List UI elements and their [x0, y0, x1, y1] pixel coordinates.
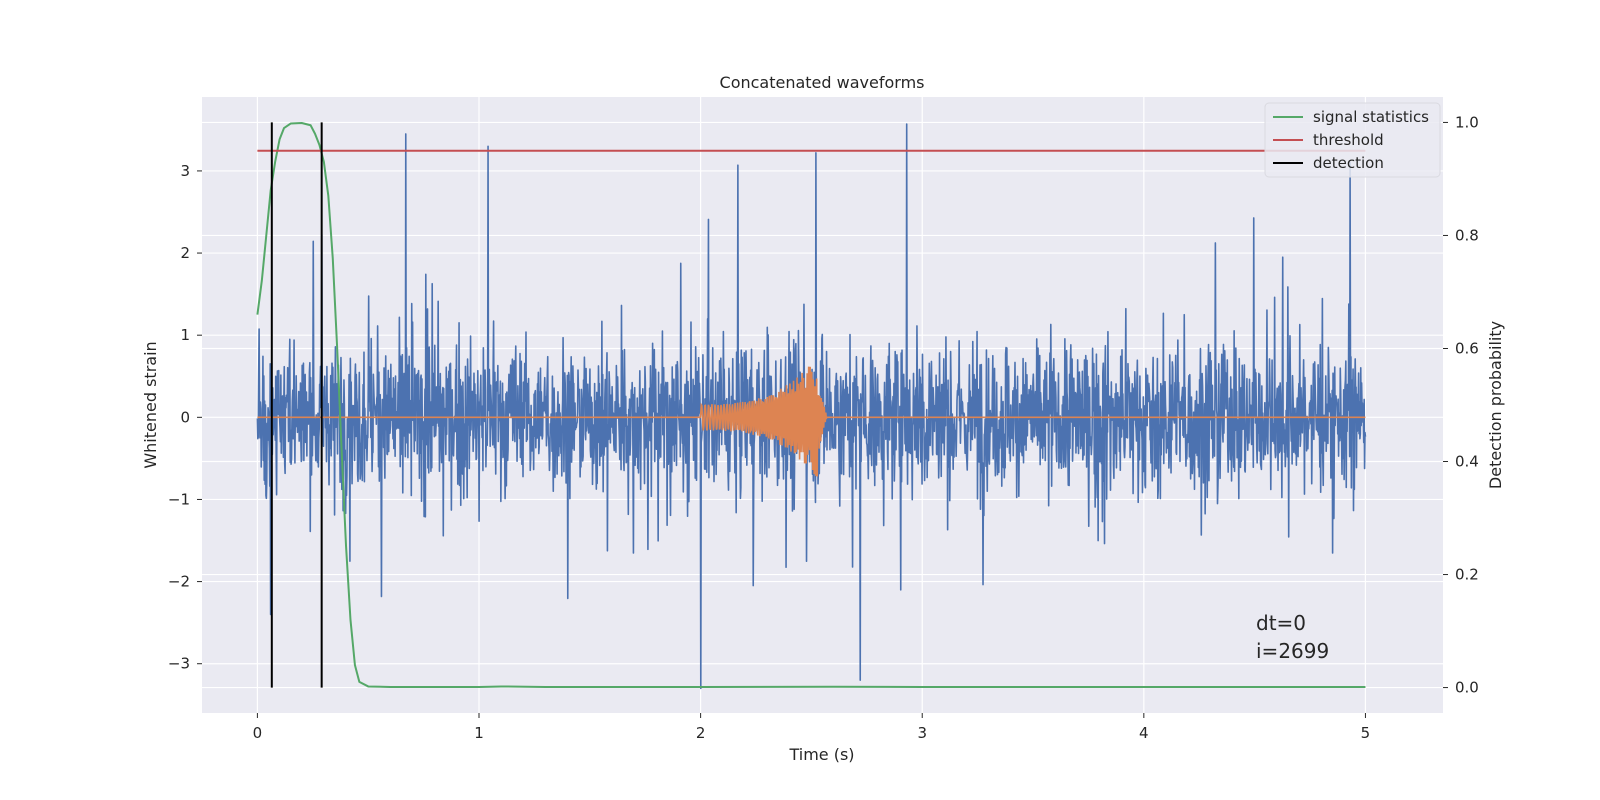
y-left-tick-label: 0: [180, 408, 190, 426]
y-left-tick-label: −2: [168, 573, 190, 591]
y-left-tick-label: 1: [180, 326, 190, 344]
ticks: 0 1 2 3 4 5 −3 −2 −1 0 1 2 3 0.0 0.2 0.4 0.6 0.8 1.0: [168, 113, 1479, 742]
y-left-tick-label: 3: [180, 162, 190, 180]
legend-box: [1264, 102, 1441, 178]
x-axis-label: Time (s): [788, 745, 854, 764]
legend-label-0: signal statistics: [1313, 108, 1429, 126]
x-tick-label: 0: [253, 724, 263, 742]
signal-statistics-line: [256, 122, 1366, 688]
y-left-tick-label: −1: [168, 490, 190, 508]
y-right-tick-label: 1.0: [1455, 113, 1479, 131]
y-right-tick-label: 0.8: [1455, 226, 1479, 244]
y-left-tick-label: −3: [168, 655, 190, 673]
x-tick-label: 1: [474, 724, 484, 742]
y-right-tick-label: 0.2: [1455, 566, 1479, 584]
y-right-tick-label: 0.6: [1455, 339, 1479, 357]
plot-area: [256, 122, 1367, 690]
x-tick-label: 3: [917, 724, 927, 742]
probability-series: [256, 122, 1366, 688]
x-tick-label: 5: [1361, 724, 1371, 742]
x-tick-label: 4: [1139, 724, 1149, 742]
legend-label-1: threshold: [1313, 131, 1384, 149]
chirp-series: [257, 366, 1366, 477]
annotation-dt: dt=0: [1256, 611, 1306, 635]
legend: signal statistics threshold detection: [1264, 102, 1441, 178]
annotation-index: i=2699: [1256, 639, 1329, 663]
chirp-line: [257, 366, 1366, 477]
y-right-tick-label: 0.0: [1455, 679, 1479, 697]
legend-label-2: detection: [1313, 154, 1384, 172]
y-axis-label-left: Whitened strain: [141, 341, 160, 468]
x-tick-label: 2: [696, 724, 706, 742]
y-right-tick-label: 0.4: [1455, 453, 1479, 471]
chart-title: Concatenated waveforms: [720, 73, 925, 92]
y-left-tick-label: 2: [180, 244, 190, 262]
y-axis-label-right: Detection probability: [1486, 321, 1505, 489]
